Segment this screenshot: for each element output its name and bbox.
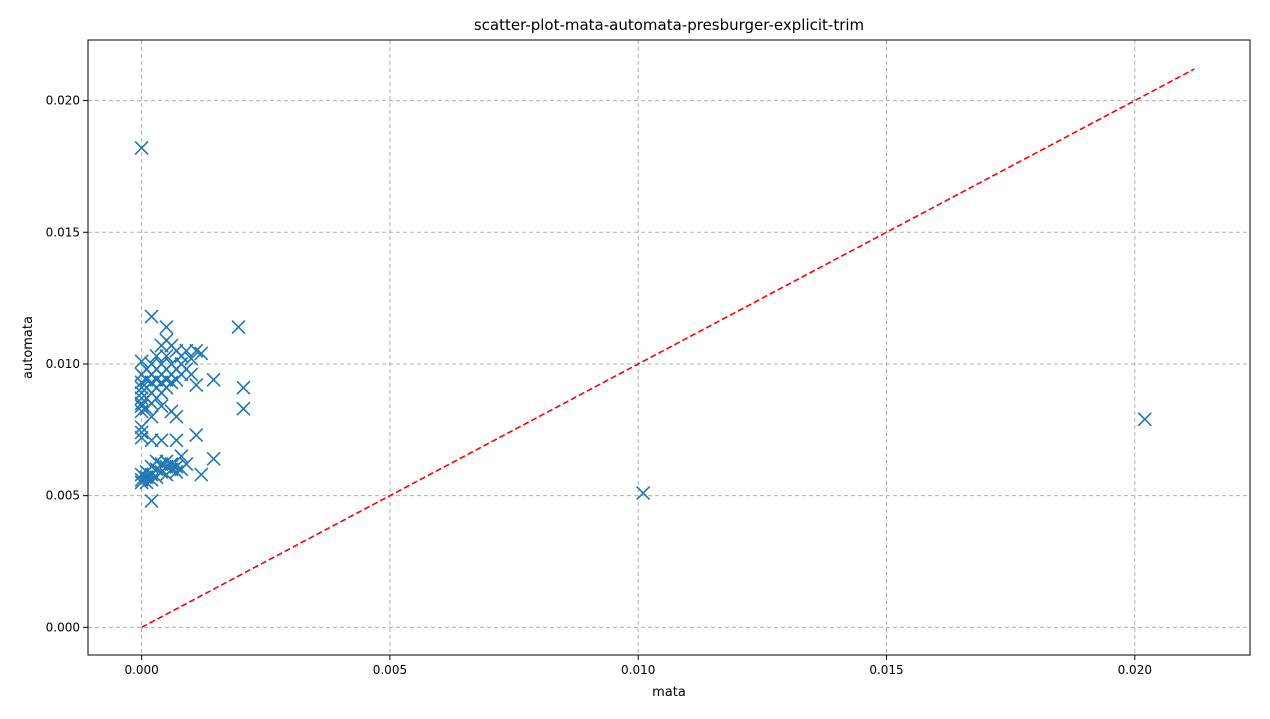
scatter-point <box>134 354 149 369</box>
scatter-point <box>636 485 651 501</box>
scatter-point <box>159 348 174 364</box>
scatter-point <box>134 380 149 395</box>
scatter-point <box>184 367 199 382</box>
x-tick-label: 0.015 <box>869 663 903 677</box>
scatter-point <box>236 380 251 395</box>
reference-diagonal-line <box>141 68 1195 629</box>
scatter-point <box>159 467 174 482</box>
scatter-point <box>134 404 149 419</box>
scatter-point <box>169 464 184 480</box>
scatter-point <box>236 401 251 416</box>
scatter-point <box>154 433 169 448</box>
y-tick-label: 0.005 <box>46 489 80 503</box>
x-axis-label: mata <box>652 685 686 700</box>
grid-lines <box>88 40 1250 655</box>
scatter-point <box>149 348 164 364</box>
axis-ticks: 0.000 0.005 0.010 0.015 0.020 0.000 0.005 0.010… <box>46 94 1152 677</box>
scatter-point <box>169 433 184 448</box>
scatter-point <box>184 351 199 366</box>
scatter-point <box>1137 412 1152 427</box>
x-tick-label: 0.010 <box>621 663 655 677</box>
scatter-point <box>154 338 169 353</box>
scatter-point <box>189 377 204 393</box>
scatter-point <box>231 320 246 335</box>
scatter-point <box>139 475 154 490</box>
x-tick-label: 0.020 <box>1118 663 1152 677</box>
scatter-point <box>194 467 209 482</box>
scatter-point <box>169 409 184 424</box>
y-axis-label: automata <box>21 316 36 379</box>
scatter-point <box>206 372 221 387</box>
scatter-point <box>189 428 204 443</box>
scatter-point <box>144 309 159 324</box>
scatter-point <box>134 475 149 490</box>
scatter-point <box>159 320 174 335</box>
scatter-point <box>174 449 189 464</box>
y-tick-label: 0.015 <box>46 225 80 239</box>
plot-frame <box>87 39 1251 656</box>
x-tick-label: 0.005 <box>373 663 407 677</box>
x-tick-label: 0.000 <box>124 663 158 677</box>
scatter-point <box>134 425 149 440</box>
scatter-point <box>144 433 159 448</box>
y-tick-label: 0.020 <box>46 94 80 108</box>
scatter-point <box>206 451 221 466</box>
scatter-point <box>134 140 149 156</box>
scatter-point <box>134 430 149 445</box>
y-tick-label: 0.010 <box>46 357 80 371</box>
scatter-points <box>134 140 1152 508</box>
scatter-point <box>144 493 159 508</box>
y-tick-label: 0.000 <box>46 620 80 634</box>
chart-title: scatter-plot-mata-automata-presburger-ex… <box>474 16 864 34</box>
scatter-point <box>134 420 149 435</box>
scatter-point <box>194 346 209 361</box>
